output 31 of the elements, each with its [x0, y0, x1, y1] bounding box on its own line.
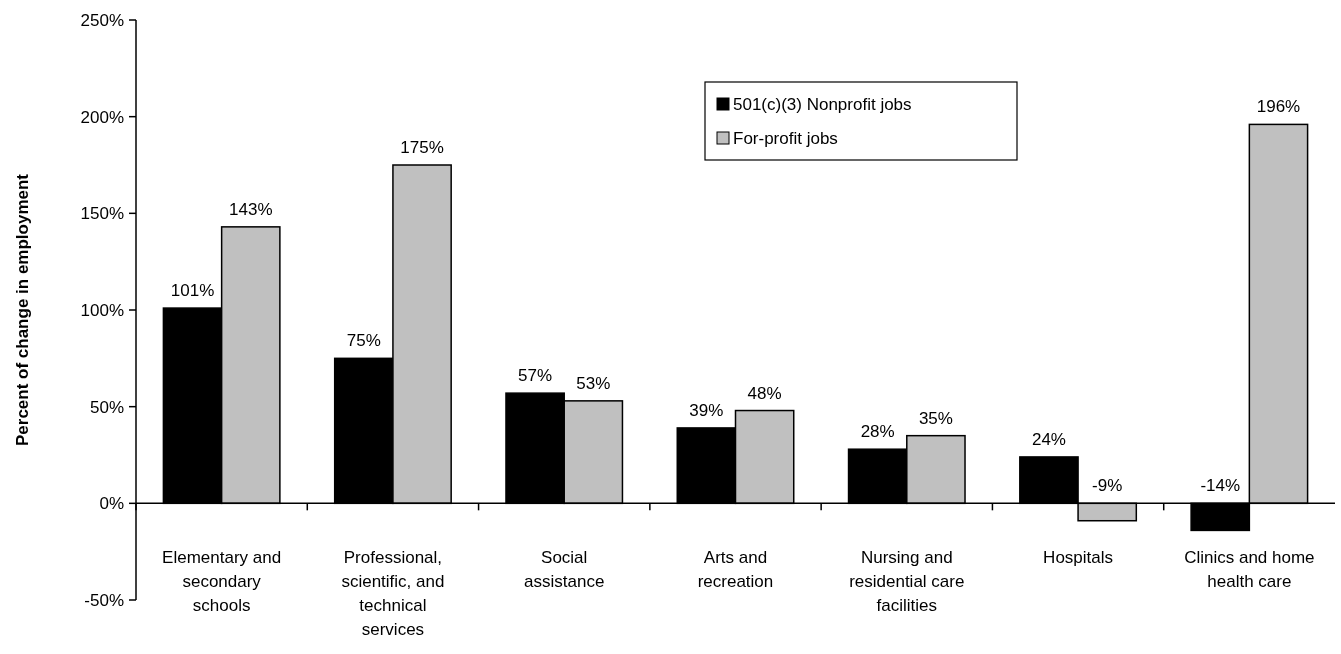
x-tick-label: Elementary and secondary schools — [162, 548, 282, 616]
legend-label: For-profit jobs — [733, 128, 838, 148]
data-label: 101% — [170, 281, 215, 301]
y-tick-label: 200% — [80, 107, 124, 127]
y-tick-label: 150% — [80, 204, 124, 224]
y-axis-title: Percent of change in employment — [13, 173, 32, 447]
x-tick-label: Professional, scientific, and technical services — [341, 548, 445, 640]
y-tick-label: 100% — [80, 300, 124, 320]
data-label: 39% — [689, 400, 724, 420]
x-tick-label: Hospitals — [1043, 548, 1114, 568]
x-tick-label: Clinics and home health care — [1184, 548, 1315, 592]
data-label: 53% — [576, 373, 611, 393]
data-label: 196% — [1256, 97, 1301, 117]
data-label: -14% — [1200, 476, 1241, 496]
data-label: 24% — [1031, 429, 1066, 449]
y-tick-label: 0% — [99, 494, 124, 514]
x-tick-label: Social assistance — [524, 548, 605, 592]
data-label: 28% — [860, 422, 895, 442]
x-tick-label: Nursing and residential care facilities — [849, 548, 965, 616]
y-tick-label: -50% — [84, 590, 124, 610]
x-tick-label: Arts and recreation — [697, 548, 774, 592]
data-label: -9% — [1092, 476, 1123, 496]
data-label: 48% — [747, 383, 782, 403]
data-label: 175% — [400, 138, 444, 157]
y-tick-label: 50% — [89, 397, 124, 417]
data-label: 57% — [518, 366, 553, 386]
data-label: 35% — [918, 408, 953, 428]
data-label: 143% — [229, 199, 273, 219]
y-tick-label: 250% — [80, 10, 124, 30]
data-label: 75% — [346, 331, 381, 351]
legend-label: 501(c)(3) Nonprofit jobs — [733, 94, 912, 114]
